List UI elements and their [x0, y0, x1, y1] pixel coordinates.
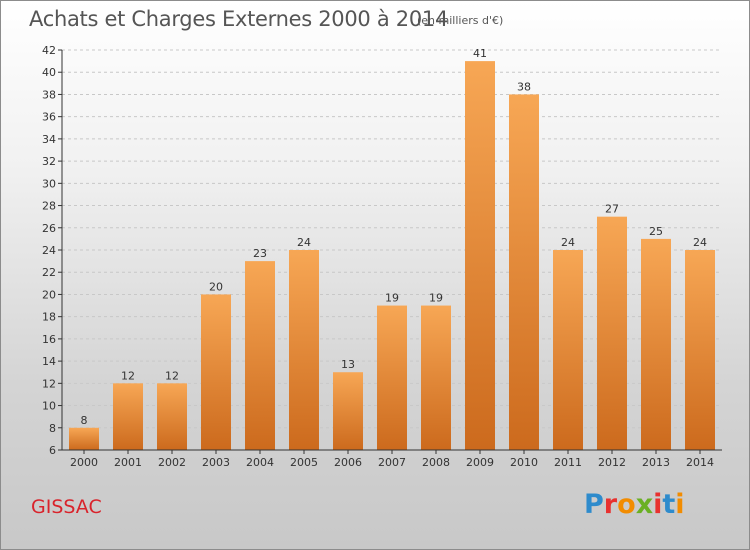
y-tick-label: 6	[49, 444, 56, 457]
y-tick-label: 34	[42, 133, 56, 146]
bar	[69, 427, 99, 450]
bar	[421, 305, 451, 450]
y-tick-label: 10	[42, 400, 56, 413]
logo-letter: x	[635, 489, 654, 520]
y-tick-label: 18	[42, 311, 56, 324]
x-tick-label: 2013	[642, 456, 670, 469]
chart-title: Achats et Charges Externes 2000 à 2014	[29, 7, 449, 31]
x-tick-label: 2002	[158, 456, 186, 469]
proxiti-logo[interactable]: Proxiti	[584, 489, 685, 520]
y-tick-label: 28	[42, 200, 56, 213]
y-tick-label: 30	[42, 177, 56, 190]
y-tick-label: 32	[42, 155, 56, 168]
y-tick-label: 22	[42, 266, 56, 279]
y-tick-label: 38	[42, 88, 56, 101]
y-tick-label: 14	[42, 355, 56, 368]
data-label: 19	[385, 292, 399, 305]
x-tick-label: 2008	[422, 456, 450, 469]
bar	[333, 372, 363, 450]
x-tick-label: 2006	[334, 456, 362, 469]
bar	[553, 250, 583, 450]
bar	[509, 94, 539, 450]
chart-subtitle: (en milliers d'€)	[417, 14, 504, 27]
x-tick-label: 2005	[290, 456, 318, 469]
y-tick-label: 20	[42, 288, 56, 301]
data-label: 38	[517, 80, 531, 93]
y-tick-label: 16	[42, 333, 56, 346]
x-tick-label: 2009	[466, 456, 494, 469]
x-tick-label: 2003	[202, 456, 230, 469]
bar	[685, 250, 715, 450]
logo-letter: i	[675, 489, 685, 520]
data-label: 24	[561, 236, 575, 249]
data-label: 8	[81, 414, 88, 427]
data-label: 25	[649, 225, 663, 238]
bar	[157, 383, 187, 450]
logo-letter: r	[603, 489, 618, 520]
x-tick-label: 2014	[686, 456, 714, 469]
y-tick-label: 36	[42, 111, 56, 124]
data-label: 27	[605, 203, 619, 216]
logo-letter: i	[653, 489, 663, 520]
data-label: 12	[165, 369, 179, 382]
bar	[377, 305, 407, 450]
data-label: 24	[693, 236, 707, 249]
bar	[597, 216, 627, 450]
logo-letter: o	[617, 489, 636, 520]
bar	[641, 238, 671, 450]
bar	[289, 250, 319, 450]
x-tick-label: 2012	[598, 456, 626, 469]
data-label: 12	[121, 369, 135, 382]
data-label: 24	[297, 236, 311, 249]
x-tick-label: 2004	[246, 456, 274, 469]
y-tick-label: 26	[42, 222, 56, 235]
data-label: 41	[473, 47, 487, 60]
bar	[201, 294, 231, 450]
logo-letter: t	[662, 489, 676, 520]
data-label: 13	[341, 358, 355, 371]
x-tick-label: 2001	[114, 456, 142, 469]
x-tick-label: 2000	[70, 456, 98, 469]
y-tick-label: 40	[42, 66, 56, 79]
y-tick-label: 8	[49, 422, 56, 435]
data-label: 19	[429, 292, 443, 305]
logo-letter: P	[584, 489, 604, 520]
data-label: 20	[209, 280, 223, 293]
bar	[113, 383, 143, 450]
bar	[245, 261, 275, 450]
y-tick-label: 12	[42, 377, 56, 390]
commune-name: GISSAC	[31, 496, 102, 518]
y-tick-label: 42	[42, 44, 56, 57]
x-tick-label: 2010	[510, 456, 538, 469]
x-tick-label: 2007	[378, 456, 406, 469]
y-tick-label: 24	[42, 244, 56, 257]
bar	[465, 61, 495, 450]
x-tick-label: 2011	[554, 456, 582, 469]
data-label: 23	[253, 247, 267, 260]
